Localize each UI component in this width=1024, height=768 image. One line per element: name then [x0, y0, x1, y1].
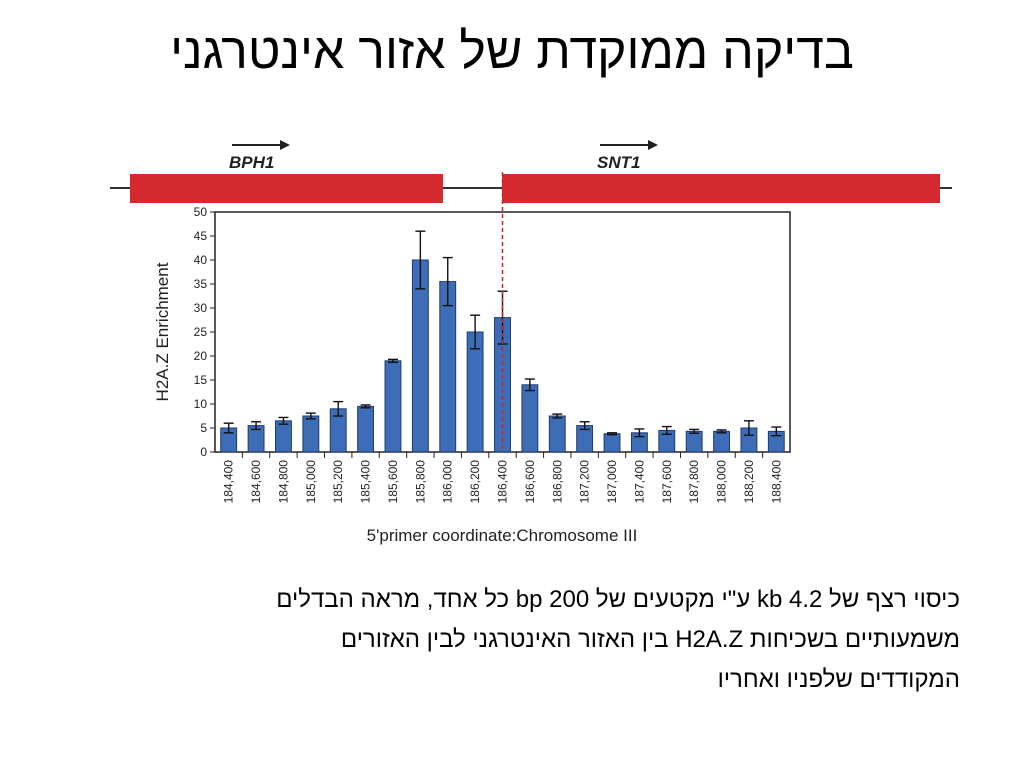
- x-tick-label: 187,600: [660, 460, 674, 504]
- gene-bph1-block: [130, 174, 443, 203]
- x-tick-label: 187,000: [605, 460, 619, 504]
- x-axis-ticks: 184,400 184,600 184,800 185,000 185,200 185,4…: [222, 452, 783, 504]
- bar: [302, 415, 320, 453]
- x-tick-label: 184,800: [276, 460, 290, 504]
- snt1-direction-arrow-icon: [600, 140, 658, 150]
- bar: [384, 360, 402, 453]
- y-axis: 0 5 10 15 20 25 30 35 40 45 50: [194, 205, 215, 459]
- slide-title: בדיקה ממוקדת של אזור אינטרגני: [170, 23, 854, 79]
- x-tick-label: 185,000: [304, 460, 318, 504]
- caption: כיסוי רצף של 4.2 kb ע"י מקטעים של 200 bp…: [40, 580, 960, 700]
- caption-line-2: משמעותיים בשכיחות H2A.Z בין האזור האינטר…: [340, 626, 960, 653]
- x-tick-label: 186,400: [496, 460, 510, 504]
- y-tick-label: 40: [194, 253, 208, 267]
- bar: [439, 281, 457, 453]
- x-axis-label: 5'primer coordinate:Chromosome III: [367, 526, 638, 545]
- x-tick-label: 188,400: [769, 460, 783, 504]
- y-tick-label: 10: [194, 397, 208, 411]
- caption-line-3: המקודדים שלפניו ואחריו: [717, 666, 960, 693]
- caption-line-1: כיסוי רצף של 4.2 kb ע"י מקטעים של 200 bp…: [276, 586, 960, 613]
- y-axis-label: H2A.Z Enrichment: [153, 262, 172, 401]
- y-tick-label: 30: [194, 301, 208, 315]
- bar: [685, 430, 703, 453]
- bar: [521, 384, 539, 453]
- y-tick-label: 45: [194, 229, 208, 243]
- x-tick-label: 186,600: [523, 460, 537, 504]
- bar: [357, 405, 375, 453]
- x-tick-label: 188,200: [742, 460, 756, 504]
- x-tick-label: 187,200: [578, 460, 592, 504]
- bar: [713, 430, 730, 453]
- bar: [548, 415, 566, 453]
- x-tick-label: 185,200: [331, 460, 345, 504]
- bar: [466, 331, 484, 453]
- x-tick-label: 185,800: [413, 460, 427, 504]
- y-tick-label: 35: [194, 277, 208, 291]
- x-tick-label: 185,400: [359, 460, 373, 504]
- x-tick-label: 187,400: [632, 460, 646, 504]
- x-tick-label: 184,600: [249, 460, 263, 504]
- gene-bph1-label: BPH1: [229, 153, 274, 172]
- x-tick-label: 186,200: [468, 460, 482, 504]
- y-tick-label: 0: [200, 445, 207, 459]
- y-tick-label: 25: [194, 325, 208, 339]
- y-tick-label: 15: [194, 373, 208, 387]
- x-tick-label: 188,000: [715, 460, 729, 504]
- gene-snt1-block: [502, 174, 940, 203]
- error-bars: [223, 230, 782, 438]
- x-tick-label: 185,600: [386, 460, 400, 504]
- y-tick-label: 50: [194, 205, 208, 219]
- y-tick-label: 20: [194, 349, 208, 363]
- gene-snt1-label: SNT1: [597, 153, 640, 172]
- x-tick-label: 186,800: [550, 460, 564, 504]
- bph1-direction-arrow-icon: [232, 140, 290, 150]
- x-tick-label: 184,400: [222, 460, 236, 504]
- y-tick-label: 5: [200, 421, 207, 435]
- x-tick-label: 187,800: [687, 460, 701, 504]
- x-tick-label: 186,000: [441, 460, 455, 504]
- bar: [603, 433, 621, 453]
- bar: [275, 420, 292, 453]
